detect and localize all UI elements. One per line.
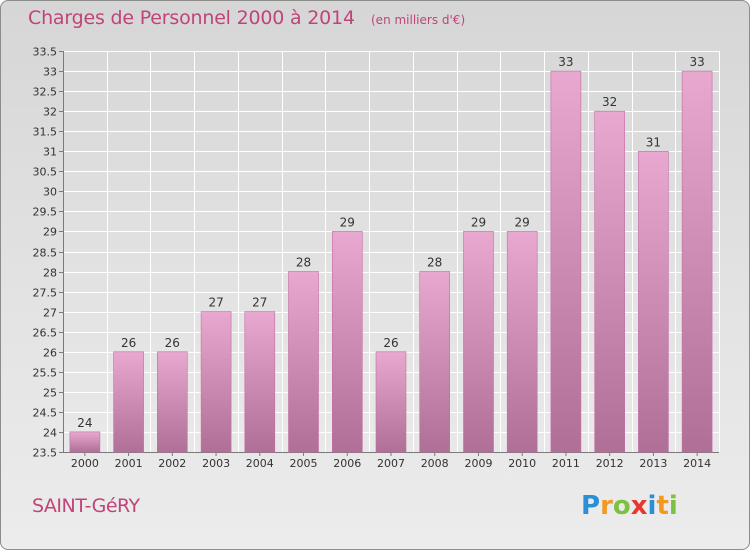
y-tick-label: 32 <box>43 106 57 119</box>
logo-letter: o <box>612 491 631 521</box>
data-label: 32 <box>602 95 617 109</box>
data-label: 27 <box>208 296 223 310</box>
x-tick-label: 2006 <box>333 457 361 470</box>
x-tick-label: 2009 <box>465 457 493 470</box>
y-tick-label: 23.5 <box>33 447 58 460</box>
bar-2003 <box>200 311 232 453</box>
bar-2011 <box>550 70 582 453</box>
logo-letter: r <box>600 491 613 521</box>
data-label: 28 <box>296 256 311 270</box>
x-tick-label: 2000 <box>71 457 99 470</box>
bar-2008 <box>419 271 451 453</box>
data-label: 29 <box>471 215 486 229</box>
y-tick-label: 30 <box>43 186 57 199</box>
y-tick-label: 30.5 <box>33 166 58 179</box>
y-tick-label: 32.5 <box>33 86 58 99</box>
x-tick-labels: 2000 2001 2002 2003 2004 2005 2006 2007 2008 2009… <box>71 457 711 470</box>
data-label: 33 <box>689 55 704 69</box>
bar-2007 <box>375 351 407 453</box>
y-tick-label: 25 <box>43 387 57 400</box>
commune-name: SAINT-GéRY <box>32 495 140 517</box>
data-label: 31 <box>646 135 661 149</box>
data-label: 24 <box>77 416 92 430</box>
y-tick-labels: 23.5 24 24.5 25 25.5 26 26.5 27 27.5 28 28.5 29 29.5… <box>33 46 58 460</box>
bar-2010 <box>506 231 538 453</box>
logo-letter: i <box>668 491 678 521</box>
x-tick-label: 2002 <box>158 457 186 470</box>
y-tick-label: 26 <box>43 347 57 360</box>
chart-title: Charges de Personnel 2000 à 2014 <box>28 7 355 29</box>
data-label: 29 <box>515 215 530 229</box>
x-tick-label: 2013 <box>639 457 667 470</box>
data-label: 26 <box>383 336 398 350</box>
data-label: 33 <box>558 55 573 69</box>
y-tick-label: 33.5 <box>33 46 58 59</box>
y-tick-label: 24.5 <box>33 407 58 420</box>
y-tick-label: 25.5 <box>33 367 58 380</box>
unit-note: (en milliers d'€) <box>371 13 466 27</box>
bars <box>69 70 713 453</box>
data-labels: 24 26 26 27 27 28 29 26 28 29 29 33 32 31 33 <box>77 55 704 430</box>
y-tick-label: 26.5 <box>33 327 58 340</box>
y-tick-label: 24 <box>43 427 57 440</box>
x-tick-label: 2014 <box>683 457 711 470</box>
bar-2000 <box>69 431 101 453</box>
bar-2002 <box>157 351 188 453</box>
x-tick-label: 2007 <box>377 457 405 470</box>
y-tick-label: 27 <box>43 307 57 320</box>
bar-2012 <box>594 110 626 453</box>
bar-2006 <box>331 231 363 453</box>
data-label: 29 <box>340 215 355 229</box>
y-tick-label: 27.5 <box>33 287 58 300</box>
logo-letter: x <box>630 491 648 521</box>
y-tick-label: 28 <box>43 267 57 280</box>
data-label: 28 <box>427 256 442 270</box>
x-tick-label: 2001 <box>115 457 143 470</box>
logo-letter: i <box>647 491 657 521</box>
logo-letter: t <box>656 491 669 521</box>
bar-2009 <box>463 231 494 453</box>
axes <box>59 51 719 456</box>
x-tick-label: 2010 <box>508 457 536 470</box>
logo-letter: P <box>581 491 601 521</box>
x-tick-label: 2011 <box>552 457 580 470</box>
y-tick-label: 31 <box>43 146 57 159</box>
x-tick-label: 2004 <box>246 457 274 470</box>
y-tick-label: 28.5 <box>33 247 58 260</box>
x-tick-label: 2003 <box>202 457 230 470</box>
data-label: 27 <box>252 296 267 310</box>
y-tick-label: 33 <box>43 66 57 79</box>
x-tick-label: 2012 <box>596 457 624 470</box>
bar-2014 <box>681 70 713 453</box>
data-label: 26 <box>121 336 136 350</box>
y-tick-label: 29 <box>43 226 57 239</box>
bar-2004 <box>244 311 276 453</box>
y-tick-label: 31.5 <box>33 126 58 139</box>
data-label: 26 <box>165 336 180 350</box>
x-tick-label: 2005 <box>290 457 318 470</box>
bar-2005 <box>288 271 319 453</box>
bar-2013 <box>638 151 669 453</box>
x-tick-label: 2008 <box>421 457 449 470</box>
y-tick-label: 29.5 <box>33 206 58 219</box>
bar-2001 <box>113 351 144 453</box>
proxiti-logo: Proxiti <box>581 491 691 523</box>
